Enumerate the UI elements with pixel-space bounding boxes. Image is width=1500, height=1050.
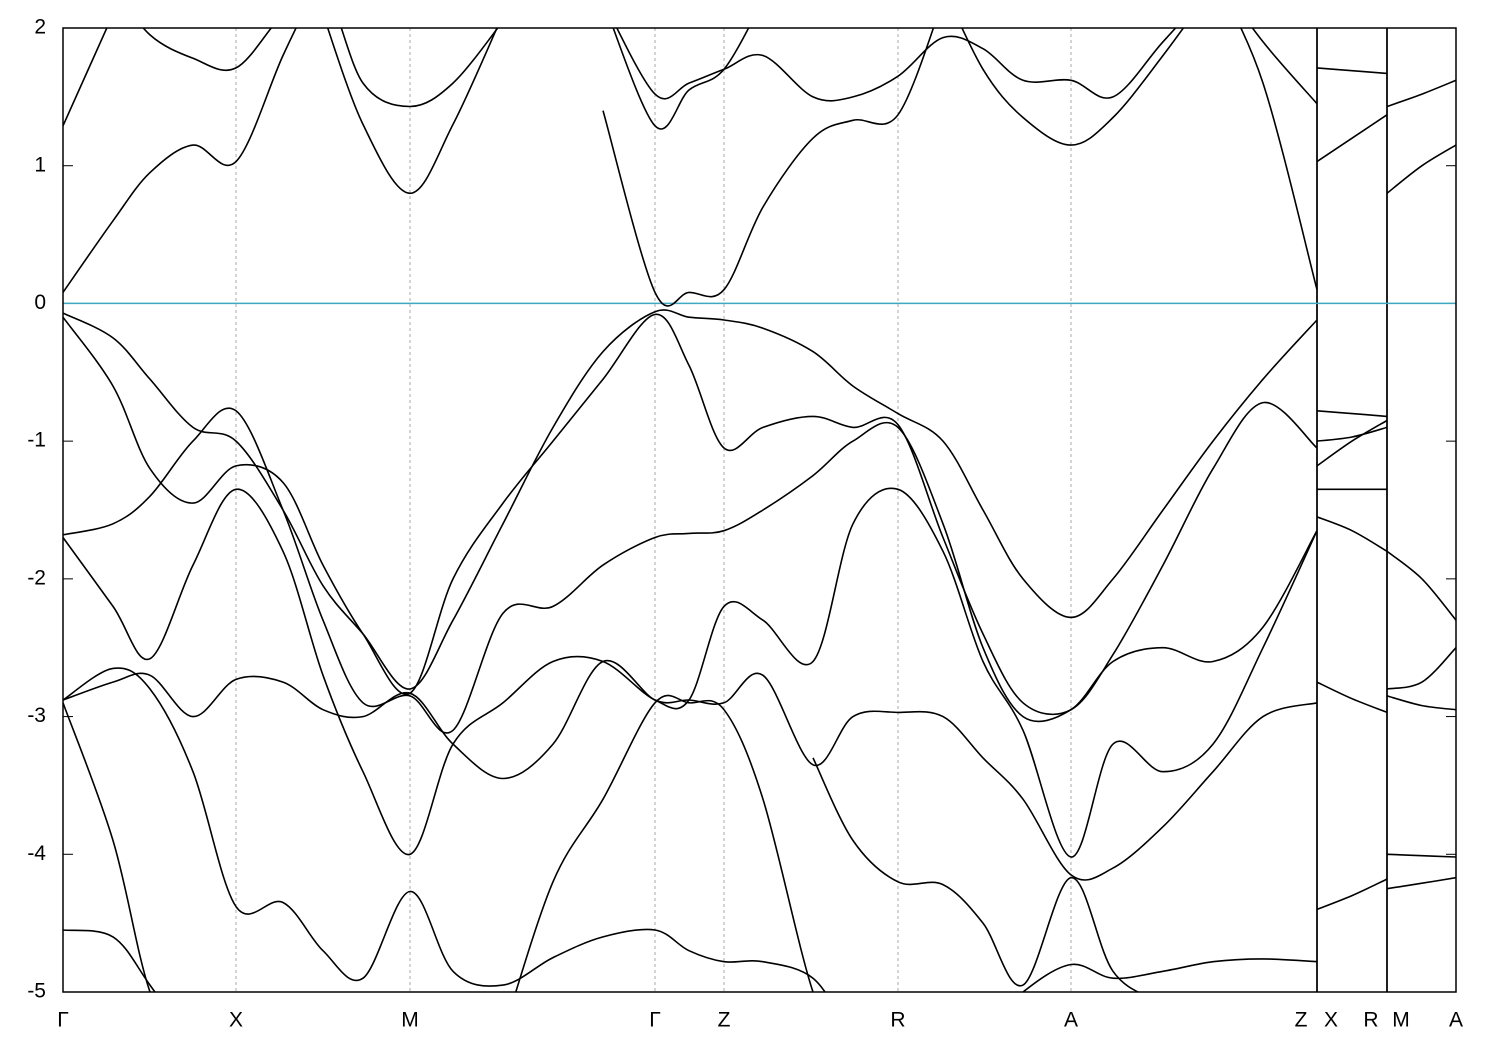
band [63,694,814,992]
bands [63,28,1456,992]
y-tick-label: -1 [27,429,46,452]
x-tick-label: R [890,1009,905,1032]
band [1316,419,1388,467]
band [63,309,1318,690]
band [1316,681,1388,714]
band [1386,79,1456,108]
grid [63,27,1456,993]
band [1316,114,1388,163]
x-tick-label: M [1392,1009,1410,1032]
band [1316,516,1388,552]
band [1386,876,1456,890]
band [326,28,498,195]
band [612,28,1185,146]
band [1386,647,1456,690]
plot-frame [62,27,1457,993]
band [1386,144,1456,194]
x-tick-label: Z [1295,1009,1308,1032]
x-tick-label: R [1363,1009,1378,1032]
band [1316,426,1388,442]
x-tick-label: A [1449,1009,1463,1032]
band [1316,878,1388,911]
y-tick-label: -5 [27,980,46,1003]
band [1386,550,1456,621]
band [1316,67,1388,75]
band [63,757,1140,992]
y-tick-label: -2 [27,566,46,589]
band [615,28,1177,102]
band [1316,410,1388,418]
y-tick-label: 0 [34,291,46,314]
band [63,28,108,127]
band [63,407,1318,734]
band [63,667,1318,992]
y-tick-label: -3 [27,704,46,727]
band [63,313,1318,716]
x-tick-label: Γ [57,1009,69,1032]
x-tick-label: X [229,1009,243,1032]
band [1386,695,1456,711]
band [142,28,499,108]
band [1251,28,1318,105]
x-tick-label: X [1324,1009,1338,1032]
y-tick-label: 2 [34,16,46,39]
band [1386,853,1456,858]
x-tick-label: Z [718,1009,731,1032]
band [63,487,1318,858]
x-tick-label: A [1064,1009,1078,1032]
y-tick-label: -4 [27,842,46,865]
x-tick-label: Γ [649,1009,661,1032]
y-tick-label: 1 [34,153,46,176]
band [63,28,1318,307]
band [63,659,1318,881]
x-tick-label: M [401,1009,419,1032]
